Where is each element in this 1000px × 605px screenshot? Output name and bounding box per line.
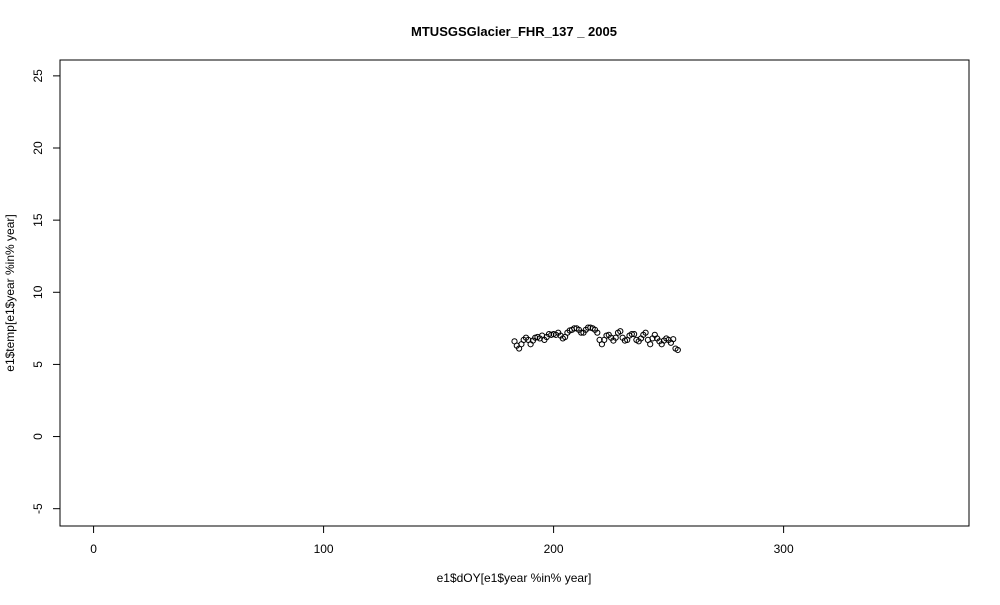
chart-title: MTUSGSGlacier_FHR_137 _ 2005 [411, 24, 617, 39]
point [642, 329, 649, 336]
y-tick-label: 15 [31, 213, 45, 227]
point [670, 336, 677, 343]
point [674, 346, 681, 354]
y-tick-label: 10 [31, 285, 45, 299]
point [617, 328, 624, 335]
y-tick-label: 0 [31, 433, 45, 440]
point [594, 329, 601, 336]
x-axis-label: e1$dOY[e1$year %in% year] [437, 571, 592, 585]
y-tick-label: 20 [31, 141, 45, 155]
point [612, 334, 619, 341]
y-tick-label: 25 [31, 69, 45, 83]
y-axis-label: e1$temp[e1$year %in% year] [3, 214, 17, 371]
point [647, 341, 654, 348]
point [628, 331, 635, 338]
x-tick-label: 300 [774, 542, 794, 556]
plot-frame [59, 59, 970, 527]
y-tick-label: -5 [31, 503, 45, 514]
x-tick-label: 200 [544, 542, 564, 556]
point [578, 329, 585, 336]
point [585, 324, 592, 331]
x-tick-label: 0 [90, 542, 97, 556]
point [631, 331, 638, 338]
x-tick-label: 100 [314, 542, 334, 556]
y-tick-label: 5 [31, 361, 45, 368]
